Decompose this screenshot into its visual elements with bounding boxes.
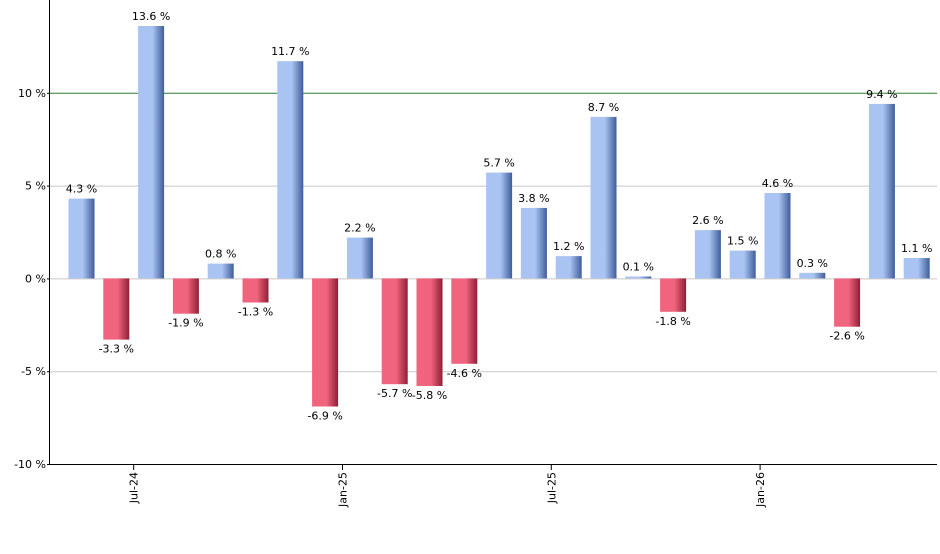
bar-17	[660, 278, 687, 312]
value-label-22: -2.6 %	[829, 330, 864, 343]
value-label-12: 5.7 %	[483, 157, 514, 170]
value-label-20: 4.6 %	[762, 177, 793, 190]
bar-24	[903, 258, 930, 279]
bar-8	[346, 237, 373, 279]
value-label-18: 2.6 %	[692, 214, 723, 227]
bar-20	[764, 193, 791, 279]
bar-0	[68, 198, 95, 279]
bar-14	[555, 256, 582, 279]
bar-3	[172, 278, 199, 314]
value-label-1: -3.3 %	[99, 343, 134, 356]
bar-12	[486, 172, 513, 279]
axes-layer: -10 % -5 % 0 % 5 % 10 % Jul-24 Jan-25 Jul-25 Jan…	[14, 0, 937, 508]
bar-2	[138, 26, 165, 279]
y-tick-label-4: 10 %	[18, 87, 46, 100]
value-label-16: 0.1 %	[623, 261, 654, 274]
bar-23	[868, 103, 895, 279]
bar-15	[590, 116, 617, 279]
y-tick-label-1: -5 %	[21, 365, 46, 378]
value-label-17: -1.8 %	[655, 315, 690, 328]
value-label-15: 8.7 %	[588, 101, 619, 114]
bar-19	[729, 250, 756, 279]
x-tick-label-2: Jul-25	[545, 472, 558, 504]
value-label-10: -5.8 %	[412, 389, 447, 402]
x-tick-label-0: Jul-24	[128, 472, 141, 504]
value-label-19: 1.5 %	[727, 235, 758, 248]
bar-1	[103, 278, 130, 340]
value-label-4: 0.8 %	[205, 248, 236, 261]
value-label-9: -5.7 %	[377, 387, 412, 400]
value-label-21: 0.3 %	[797, 257, 828, 270]
bar-6	[277, 61, 304, 279]
value-label-5: -1.3 %	[238, 306, 273, 319]
value-label-13: 3.8 %	[518, 192, 549, 205]
value-label-6: 11.7 %	[271, 45, 309, 58]
y-tick-label-3: 5 %	[25, 180, 46, 193]
bar-13	[520, 207, 547, 279]
bar-22	[834, 278, 861, 327]
bar-7	[312, 278, 339, 407]
bar-9	[381, 278, 408, 385]
bars-layer	[68, 26, 930, 407]
value-label-3: -1.9 %	[168, 317, 203, 330]
bar-11	[451, 278, 478, 364]
bar-10	[416, 278, 443, 386]
x-tick-label-1: Jan-25	[337, 472, 350, 508]
bar-5	[242, 278, 269, 303]
value-label-23: 9.4 %	[866, 88, 897, 101]
x-tick-label-3: Jan-26	[754, 472, 767, 508]
value-labels-layer: 4.3 % -3.3 % 13.6 % -1.9 % 0.8 % -1.3 % 11.7 %…	[66, 10, 933, 423]
bar-16	[625, 276, 652, 279]
value-label-8: 2.2 %	[344, 222, 375, 235]
bar-18	[694, 230, 721, 279]
y-tick-label-0: -10 %	[14, 458, 46, 471]
y-tick-label-2: 0 %	[25, 272, 46, 285]
value-label-7: -6.9 %	[307, 410, 342, 423]
value-label-14: 1.2 %	[553, 240, 584, 253]
bar-4	[207, 263, 234, 279]
value-label-2: 13.6 %	[132, 10, 170, 23]
value-label-0: 4.3 %	[66, 183, 97, 196]
value-label-24: 1.1 %	[901, 242, 932, 255]
value-label-11: -4.6 %	[447, 367, 482, 380]
bar-21	[799, 272, 826, 279]
